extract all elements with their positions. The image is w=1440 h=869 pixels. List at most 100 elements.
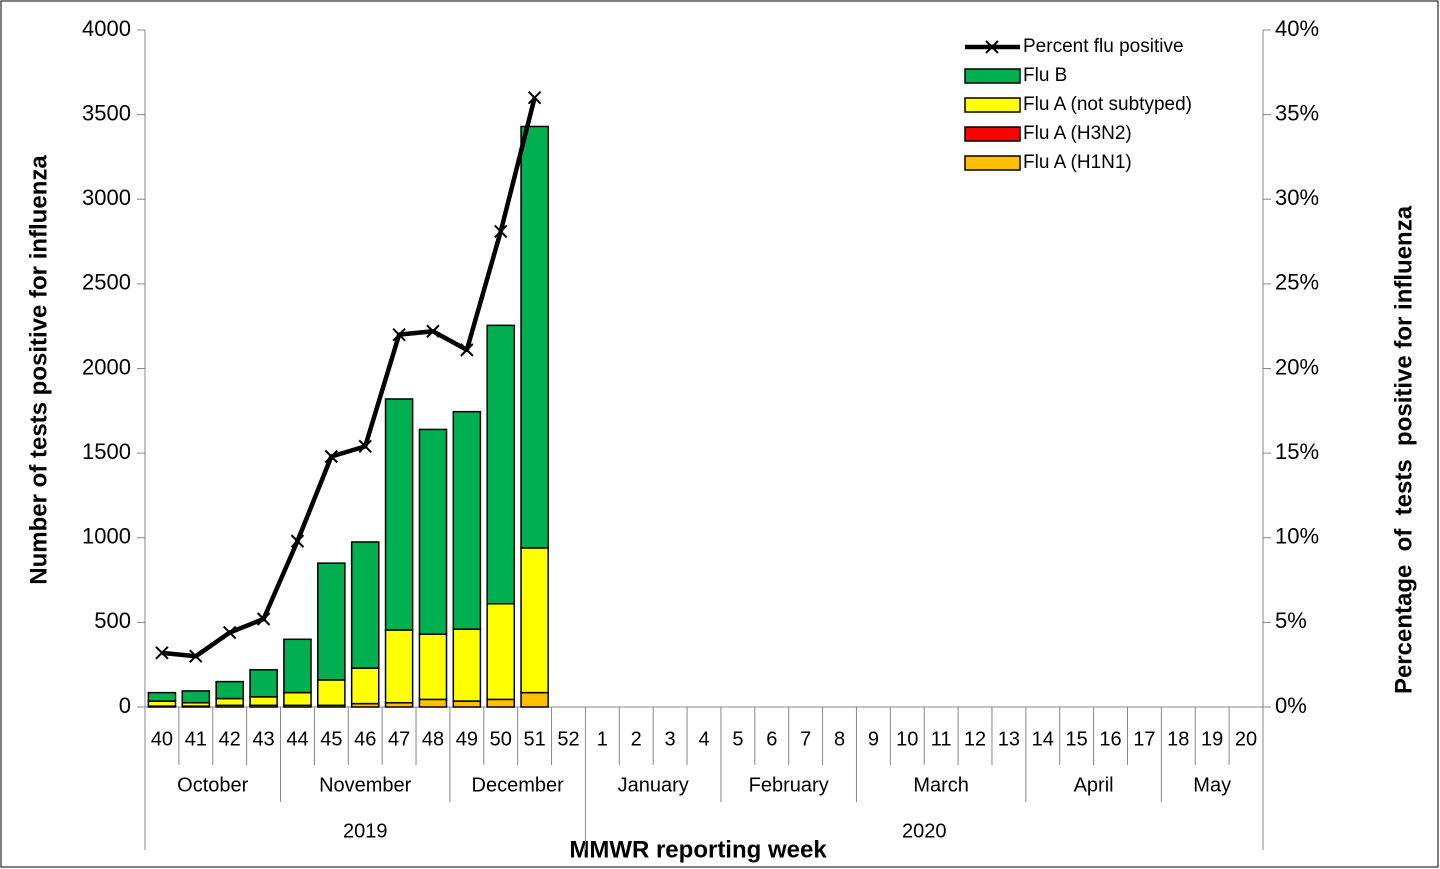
x-tick-label: 19	[1201, 728, 1223, 750]
x-tick-label: 43	[252, 728, 274, 750]
x-axis-title: MMWR reporting week	[569, 836, 827, 863]
legend-swatch	[985, 40, 999, 54]
x-tick-label: 16	[1099, 728, 1121, 750]
line-marker	[527, 90, 542, 105]
bar-segment	[215, 680, 244, 700]
y-tick-label: 4000	[82, 16, 131, 41]
year-label: 2020	[902, 820, 947, 842]
y2-tick-label: 40%	[1275, 16, 1319, 41]
y-tick-label: 3500	[82, 100, 131, 125]
x-tick-label: 49	[456, 728, 478, 750]
y-axis-title: Number of tests positive for influenza	[25, 155, 52, 585]
x-tick-label: 9	[868, 728, 879, 750]
bar-segment	[520, 547, 549, 694]
x-tick-label: 8	[834, 728, 845, 750]
x-tick-label: 1	[597, 728, 608, 750]
bar-segment	[418, 698, 448, 708]
y-tick-label: 3000	[82, 185, 131, 210]
bar-segment	[452, 410, 482, 630]
line-marker	[392, 327, 406, 342]
month-label: March	[913, 774, 969, 796]
line-marker	[155, 646, 169, 660]
bar-segment	[249, 669, 278, 698]
x-tick-label: 50	[490, 728, 512, 750]
bar-segment	[486, 324, 516, 605]
line-marker	[460, 343, 474, 357]
month-label: October	[177, 774, 248, 796]
bar-segment	[418, 633, 448, 701]
line-series	[161, 97, 537, 659]
x-tick-label: 11	[931, 728, 952, 750]
x-tick-label: 15	[1066, 728, 1088, 750]
x-tick-label: 10	[896, 728, 918, 750]
y2-tick-label: 20%	[1275, 354, 1319, 379]
y2-tick-label: 5%	[1275, 608, 1307, 633]
x-tick-label: 3	[665, 728, 676, 750]
x-tick-label: 42	[219, 728, 241, 750]
bar-segment	[452, 700, 482, 708]
x-tick-label: 52	[557, 728, 579, 750]
legend-label: Flu A (H3N2)	[1023, 123, 1132, 144]
x-tick-label: 46	[354, 728, 376, 750]
x-tick-label: 20	[1235, 728, 1257, 750]
bar-segment	[283, 638, 312, 694]
x-tick-label: 48	[422, 728, 444, 750]
bar-segment	[520, 125, 549, 549]
bar-segment	[249, 696, 278, 707]
month-label: November	[319, 774, 412, 796]
x-tick-label: 18	[1167, 728, 1189, 750]
x-tick-label: 12	[964, 728, 986, 750]
legend-swatch	[964, 155, 1021, 171]
y2-tick-label: 15%	[1275, 439, 1319, 464]
y-tick-label: 1000	[82, 524, 131, 549]
y-tick-label: 500	[94, 608, 131, 633]
bar-segment	[452, 628, 482, 702]
x-tick-label: 7	[800, 728, 811, 750]
month-label: February	[749, 774, 829, 796]
y-tick-label: 2500	[82, 270, 131, 295]
y2-tick-label: 10%	[1275, 524, 1319, 549]
legend-swatch	[964, 126, 1021, 142]
y2-tick-label: 35%	[1275, 100, 1319, 125]
y2-tick-label: 0%	[1275, 693, 1307, 718]
bar-segment	[215, 697, 244, 707]
month-label: December	[472, 774, 565, 796]
x-tick-label: 2	[631, 728, 642, 750]
line-marker	[426, 324, 440, 338]
year-label: 2019	[343, 820, 388, 842]
bar-segment	[350, 541, 380, 669]
line-marker	[324, 449, 339, 464]
x-tick-label: 17	[1133, 728, 1155, 750]
x-tick-label: 4	[698, 728, 709, 750]
y-tick-label: 2000	[82, 354, 131, 379]
line-marker	[256, 612, 271, 626]
legend-label: Flu A (not subtyped)	[1023, 94, 1192, 115]
bar-segment	[418, 428, 448, 635]
legend-swatch	[964, 68, 1021, 84]
bar-segment	[350, 667, 380, 705]
bar-segment	[181, 690, 211, 704]
y-tick-label: 0	[119, 693, 131, 718]
bar-segment	[147, 700, 177, 707]
x-tick-label: 45	[320, 728, 342, 750]
x-tick-label: 5	[732, 728, 743, 750]
y2-tick-label: 30%	[1275, 185, 1319, 210]
bar-segment	[486, 698, 516, 708]
x-tick-label: 6	[766, 728, 777, 750]
x-tick-label: 40	[151, 728, 173, 750]
bar-segment	[520, 691, 549, 708]
legend-label: Percent flu positive	[1023, 36, 1184, 57]
bar-segment	[317, 562, 346, 681]
x-tick-label: 14	[1032, 728, 1054, 750]
x-tick-label: 41	[185, 728, 207, 750]
bar-segment	[384, 629, 414, 704]
x-tick-label: 51	[523, 728, 545, 750]
bar-segment	[283, 691, 312, 707]
x-tick-label: 47	[388, 728, 410, 750]
line-marker	[358, 439, 372, 454]
bar-segment	[317, 679, 346, 707]
legend-label: Flu A (H1N1)	[1023, 152, 1132, 173]
y2-tick-label: 25%	[1275, 270, 1319, 295]
